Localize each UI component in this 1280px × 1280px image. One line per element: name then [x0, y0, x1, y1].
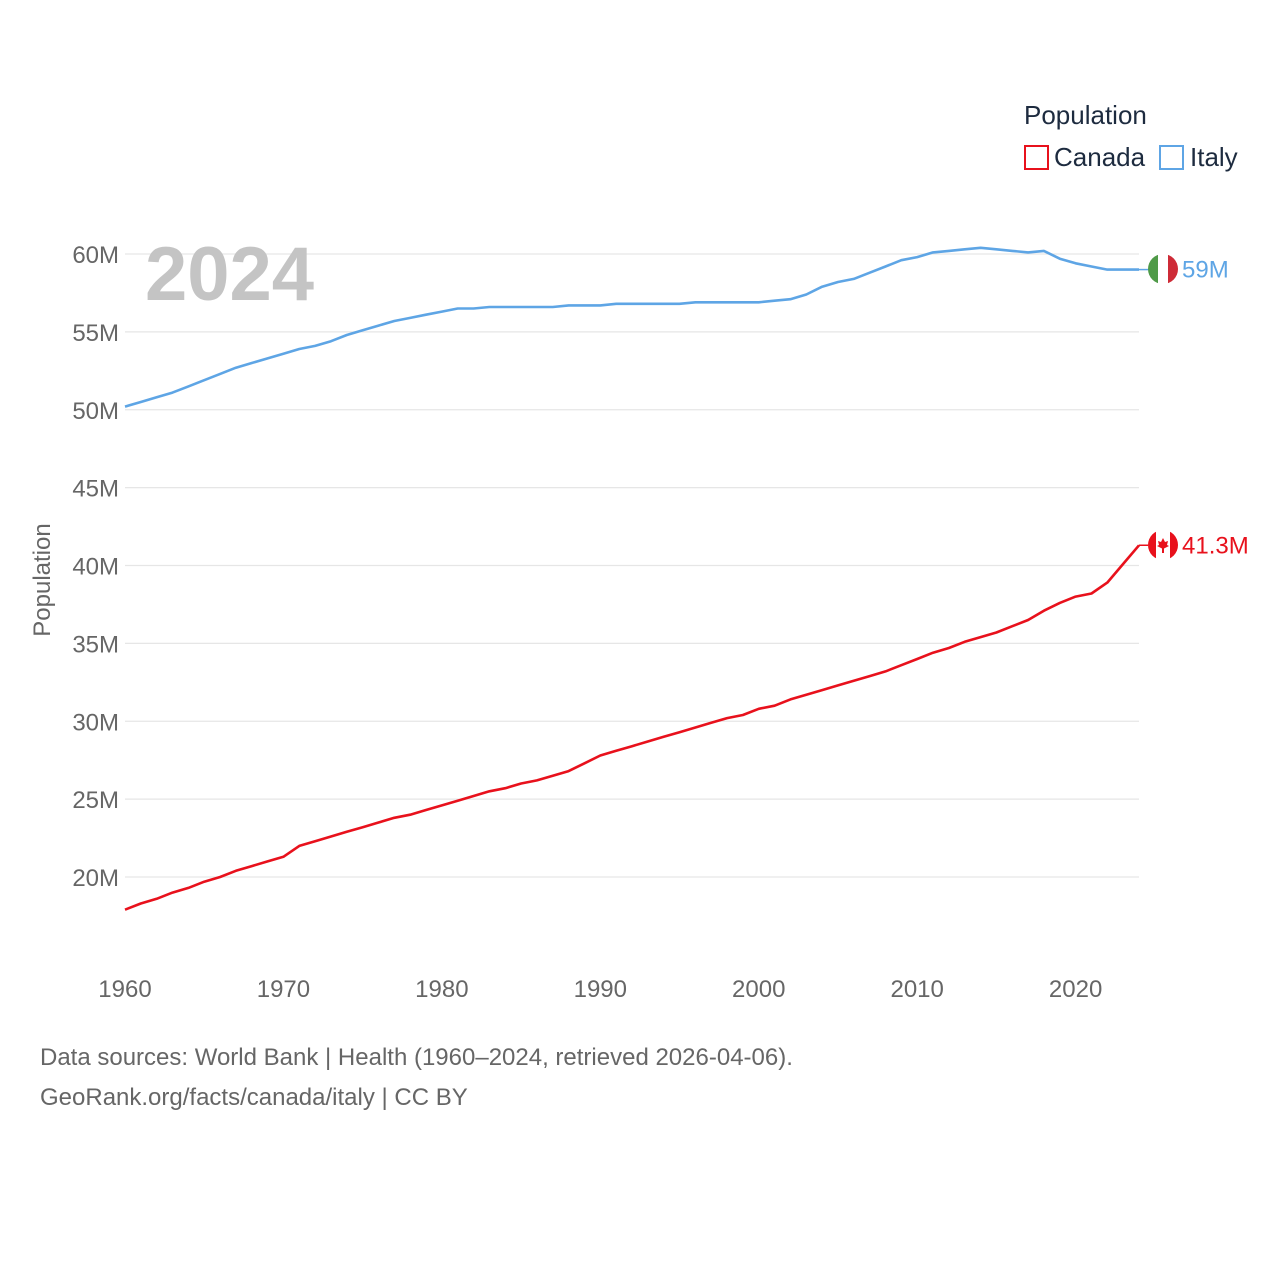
x-axis-ticks: 1960 1970 1980 1990 2000 2010 2020 [98, 976, 1102, 1003]
y-tick-label: 30M [72, 709, 119, 736]
series-layer: 41.3M 59M [124, 246, 1249, 911]
x-tick-label: 1960 [98, 976, 151, 1003]
legend-label-canada: Canada [1054, 142, 1146, 172]
y-axis-ticks: 20M 25M 30M 35M 40M 45M 50M 55M 60M [72, 242, 119, 892]
x-tick-label: 1980 [415, 976, 468, 1003]
footer-sources: Data sources: World Bank | Health (1960–… [40, 1044, 793, 1071]
y-axis-title: Population [29, 523, 56, 636]
legend-item-italy[interactable]: Italy [1159, 142, 1238, 172]
year-indicator: 2024 [145, 232, 314, 317]
y-tick-label: 20M [72, 865, 119, 892]
legend-swatch-canada [1024, 145, 1049, 170]
gridlines [125, 253, 1139, 878]
y-tick-label: 60M [72, 242, 119, 269]
x-tick-label: 2020 [1049, 976, 1102, 1003]
y-tick-label: 45M [72, 476, 119, 503]
legend-label-italy: Italy [1190, 142, 1238, 172]
end-label-canada: 41.3M [1182, 532, 1249, 559]
legend-title: Population [1024, 100, 1147, 130]
y-tick-label: 25M [72, 787, 119, 814]
y-tick-label: 40M [72, 554, 119, 581]
series-line-canada[interactable] [124, 544, 1140, 911]
italy-flag-icon [1148, 254, 1178, 284]
footer-credit[interactable]: GeoRank.org/facts/canada/italy | CC BY [40, 1084, 468, 1111]
series-line-italy[interactable] [124, 246, 1139, 408]
legend: Population Canada Italy [1024, 100, 1238, 172]
end-label-italy: 59M [1182, 257, 1229, 284]
x-tick-label: 2000 [732, 976, 785, 1003]
y-tick-label: 50M [72, 398, 119, 425]
x-tick-label: 1990 [574, 976, 627, 1003]
y-tick-label: 35M [72, 631, 119, 658]
x-tick-label: 1970 [257, 976, 310, 1003]
y-tick-label: 55M [72, 320, 119, 347]
legend-swatch-italy [1159, 145, 1184, 170]
canada-flag-icon [1148, 530, 1178, 560]
legend-item-canada[interactable]: Canada [1024, 142, 1146, 172]
x-tick-label: 2010 [890, 976, 943, 1003]
